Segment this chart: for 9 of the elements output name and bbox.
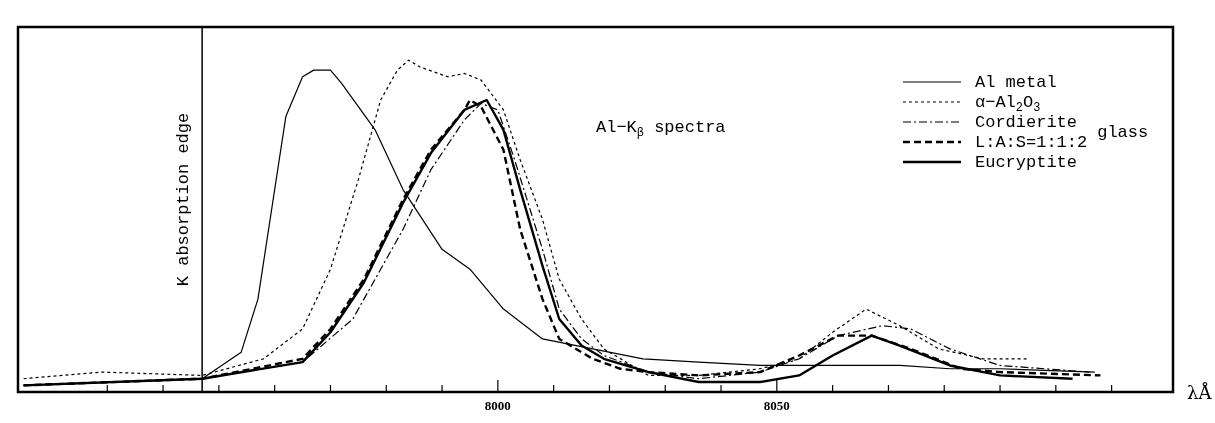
legend-label: L:A:S=1:1:2 — [975, 132, 1088, 152]
x-axis-title: λÅ — [1187, 381, 1213, 403]
ref-line-label: K absorption edge — [174, 112, 194, 287]
x-tick-label: 8050 — [763, 397, 790, 413]
legend-label: Cordierite — [975, 112, 1078, 132]
legend-label: Al metal — [975, 72, 1057, 92]
legend-label: Eucryptite — [975, 152, 1078, 172]
x-tick-label: 8000 — [484, 397, 511, 413]
annotation: glass — [1097, 122, 1149, 142]
